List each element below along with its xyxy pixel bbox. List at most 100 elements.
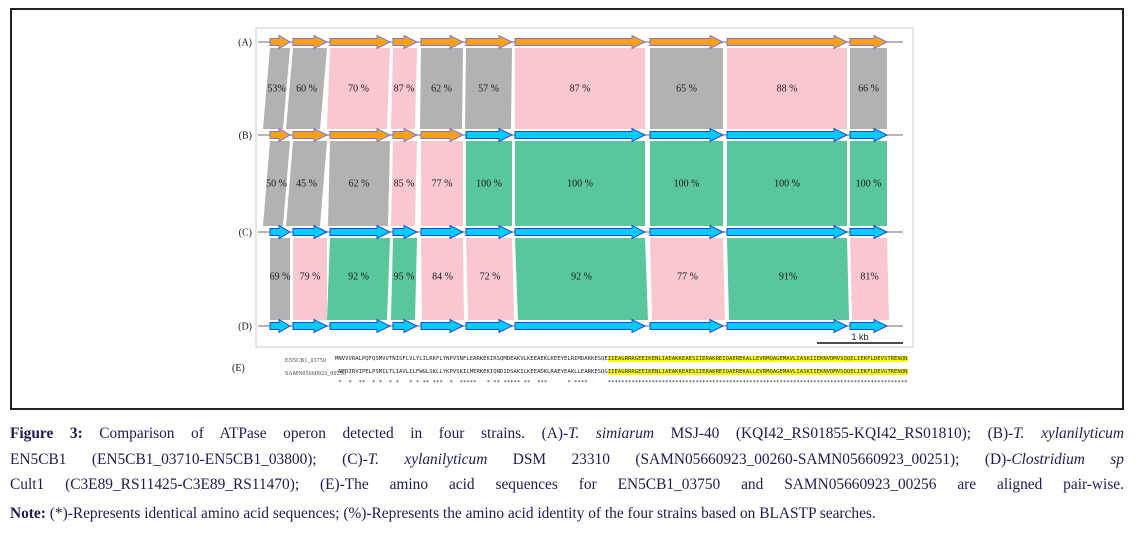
identity-label: 92 % (571, 272, 592, 283)
caption-text-segment: T. simiarum (568, 425, 655, 442)
gene-arrow (649, 318, 725, 334)
sequence-highlighted: IIEAGRRRGEEIKENLIAEAKKEAESIIERAKREIQAERE… (607, 369, 908, 375)
sequence-highlighted: IIEAGRRRGEEIKENLIAEAKKEAESIIERAKREIQAERE… (607, 356, 908, 362)
alignment-sequence-name: SAMN05660923_00256 (285, 371, 346, 377)
identity-block (293, 238, 327, 320)
identity-label: 85 % (394, 179, 415, 190)
gene-arrow (849, 127, 889, 143)
identity-block (515, 48, 645, 129)
gene-arrow (849, 224, 889, 240)
identity-label: 72 % (480, 272, 501, 283)
caption-text-segment: Cult1 (C3E89_RS11425-C3E89_RS11470); (E)… (10, 476, 1124, 493)
gene-arrow (514, 34, 647, 50)
sequence-plain: -NFDIRVIPELPSMILTLIAVLILFWGLSKLLYKPVSKIL… (335, 369, 608, 375)
identity-block (515, 141, 645, 226)
identity-label: 77 % (432, 179, 453, 190)
identity-block (270, 238, 290, 320)
identity-block (850, 238, 889, 320)
identity-block (328, 141, 390, 226)
gene-arrow (465, 224, 514, 240)
identity-block (466, 141, 512, 226)
gene-arrow (465, 318, 514, 334)
alignment-match-line: * * ** * * * * * * ** *** * ***** * ** *… (335, 380, 908, 386)
gene-arrow (292, 34, 329, 50)
gene-arrow (649, 127, 725, 143)
identity-block (727, 48, 847, 129)
identity-label: 95 % (394, 272, 415, 283)
sequence-plain: MNVVVRALPQFQSMVVTNISFLVLYLILRKFLYNPVSNFL… (335, 356, 608, 362)
identity-label: 77 % (677, 272, 698, 283)
gene-arrow (726, 318, 849, 334)
identity-block (727, 141, 847, 226)
identity-block (466, 238, 514, 320)
identity-label: 53% (267, 84, 285, 95)
identity-block (391, 141, 417, 226)
identity-block (650, 238, 725, 320)
identity-block (327, 48, 390, 129)
identity-label: 65 % (676, 84, 697, 95)
gene-arrow (392, 318, 419, 334)
alignment-section-label: (E) (232, 363, 245, 374)
identity-label: 100 % (856, 179, 882, 190)
identity-label: 84 % (432, 272, 453, 283)
identity-label: 62 % (349, 179, 370, 190)
caption-line: EN5CB1 (EN5CB1_03710-EN5CB1_03800); (C)-… (10, 447, 1124, 473)
identity-block (263, 48, 290, 129)
gene-arrow (849, 318, 889, 334)
identity-label: 100 % (774, 179, 800, 190)
gene-arrow (649, 34, 725, 50)
caption-text-segment: Note: (10, 504, 50, 522)
gene-arrow (392, 224, 419, 240)
gene-arrow (420, 224, 465, 240)
gene-arrow (329, 318, 392, 334)
caption-text-segment: MSJ-40 (KQI42_RS01855-KQI42_RS01810); (B… (654, 425, 1014, 442)
gene-arrow (726, 34, 849, 50)
gene-arrow (420, 318, 465, 334)
identity-label: 57 % (478, 84, 499, 95)
gene-arrow (514, 224, 647, 240)
identity-label: 100 % (674, 179, 700, 190)
identity-label: 60 % (296, 84, 317, 95)
identity-label: 69 % (270, 272, 291, 283)
gene-arrow (292, 224, 329, 240)
gene-arrow (392, 127, 419, 143)
caption-text-segment: T. xylanilyticum (367, 450, 488, 468)
gene-arrow (420, 34, 465, 50)
identity-label: 91% (779, 272, 797, 283)
gene-arrow (329, 224, 392, 240)
identity-block (263, 141, 290, 226)
caption-text-segment: DSM 23310 (SAMN05660923_00260-SAMN056609… (487, 450, 1012, 468)
row-label: (D) (238, 322, 252, 333)
caption-text-segment: Comparison of ATPase operon detected in … (99, 425, 569, 442)
identity-label: 100 % (567, 179, 593, 190)
identity-block (391, 48, 417, 129)
gene-arrow (269, 127, 291, 143)
plot-frame (255, 27, 914, 348)
identity-label: 92 % (348, 272, 369, 283)
caption-text-segment: Clostridium sp (1011, 450, 1124, 468)
identity-block (286, 48, 327, 129)
caption-text-segment: EN5CB1 (EN5CB1_03710-EN5CB1_03800); (C)- (10, 450, 368, 468)
identity-block (391, 238, 417, 320)
identity-label: 79 % (300, 272, 321, 283)
gene-arrow (269, 224, 291, 240)
identity-block (286, 141, 327, 226)
gene-arrow (329, 34, 392, 50)
scale-bar-label: 1 kb (851, 332, 868, 342)
identity-block (650, 141, 723, 226)
identity-block (850, 48, 887, 129)
identity-label: 50 % (266, 179, 287, 190)
gene-arrow (420, 127, 465, 143)
gene-arrow (329, 127, 392, 143)
identity-label: 45 % (296, 179, 317, 190)
caption-line: Figure 3: Comparison of ATPase operon de… (10, 421, 1124, 447)
identity-block (465, 48, 512, 129)
gene-arrow (465, 127, 514, 143)
identity-label: 81% (860, 272, 878, 283)
caption-line: Cult1 (C3E89_RS11425-C3E89_RS11470); (E)… (10, 472, 1124, 498)
identity-block (515, 238, 648, 320)
block-dashed-separator (283, 140, 293, 227)
gene-arrow (269, 34, 291, 50)
